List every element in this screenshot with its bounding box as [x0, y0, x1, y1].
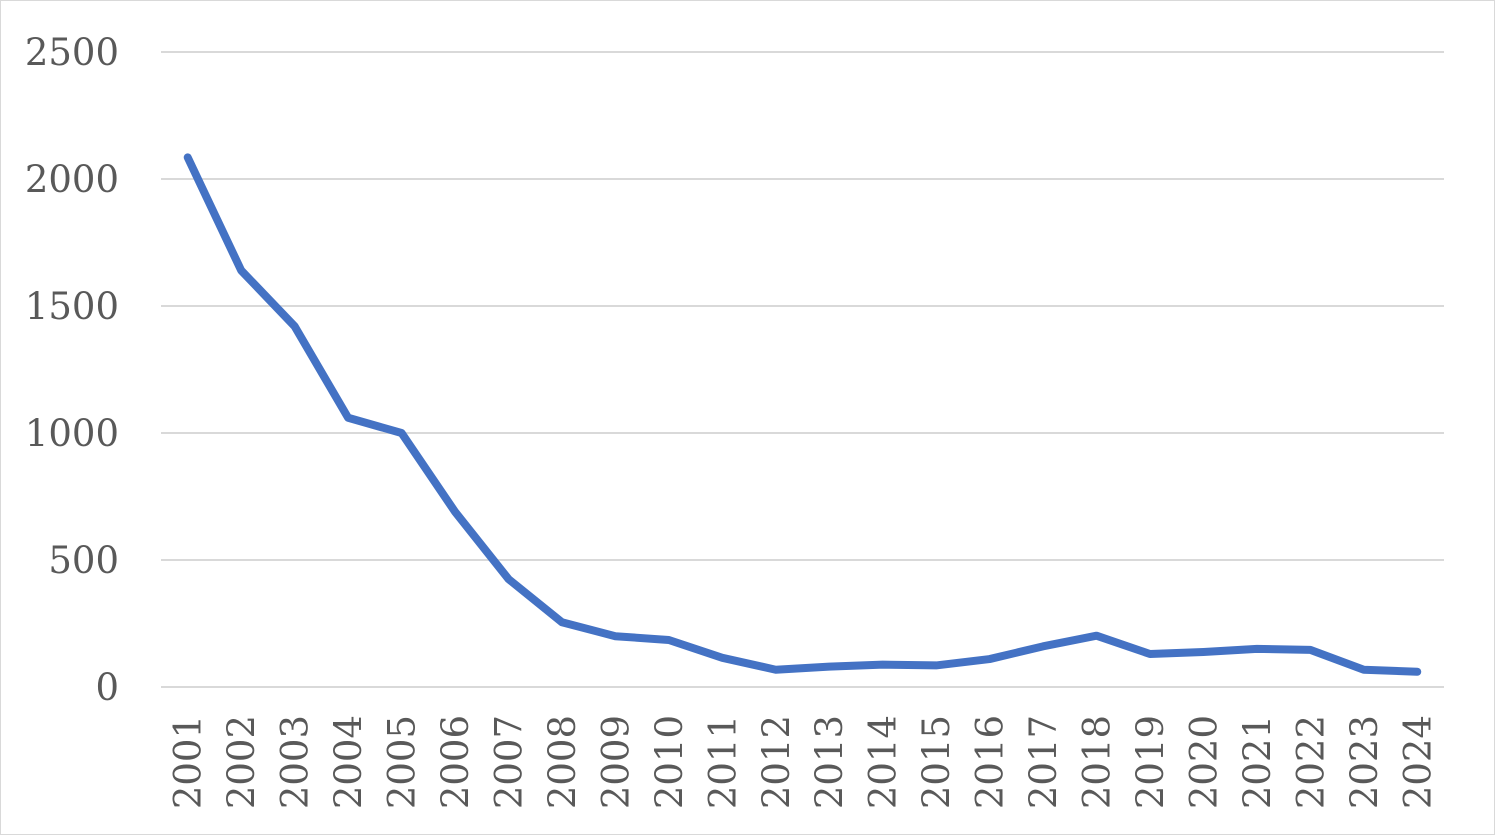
x-tick-label: 2018: [1076, 715, 1119, 809]
x-tick-label: 2019: [1129, 715, 1172, 809]
x-tick-label: 2015: [915, 715, 958, 809]
x-tick-label: 2001: [167, 715, 210, 809]
y-tick-label: 2000: [25, 158, 119, 201]
x-tick-label: 2006: [434, 715, 477, 809]
x-tick-label: 2021: [1236, 715, 1279, 809]
x-tick-label: 2010: [648, 715, 691, 809]
x-tick-label: 2004: [327, 715, 370, 809]
y-axis-tick-labels: 0 500 1000 1500 2000 2500: [25, 31, 119, 709]
x-tick-label: 2013: [808, 715, 851, 809]
x-tick-label: 2009: [594, 715, 637, 809]
x-tick-label: 2011: [701, 715, 744, 809]
x-tick-label: 2007: [487, 715, 530, 809]
x-tick-label: 2017: [1022, 715, 1065, 809]
x-tick-label: 2023: [1343, 715, 1386, 809]
x-tick-label: 2002: [220, 715, 263, 809]
x-tick-label: 2005: [381, 715, 424, 809]
y-tick-label: 1500: [25, 285, 119, 328]
y-tick-label: 2500: [25, 31, 119, 74]
y-tick-label: 1000: [25, 412, 119, 455]
x-tick-label: 2022: [1289, 715, 1332, 809]
x-tick-label: 2024: [1396, 715, 1439, 809]
series-line: [188, 157, 1418, 671]
x-tick-label: 2003: [274, 715, 317, 809]
x-tick-label: 2008: [541, 715, 584, 809]
series-layer: [188, 157, 1418, 671]
x-tick-label: 2016: [969, 715, 1012, 809]
x-tick-label: 2020: [1182, 715, 1225, 809]
x-tick-label: 2014: [862, 715, 905, 809]
y-tick-label: 0: [95, 666, 119, 709]
gridlines: [161, 52, 1444, 687]
y-tick-label: 500: [48, 539, 119, 582]
x-tick-label: 2012: [755, 715, 798, 809]
